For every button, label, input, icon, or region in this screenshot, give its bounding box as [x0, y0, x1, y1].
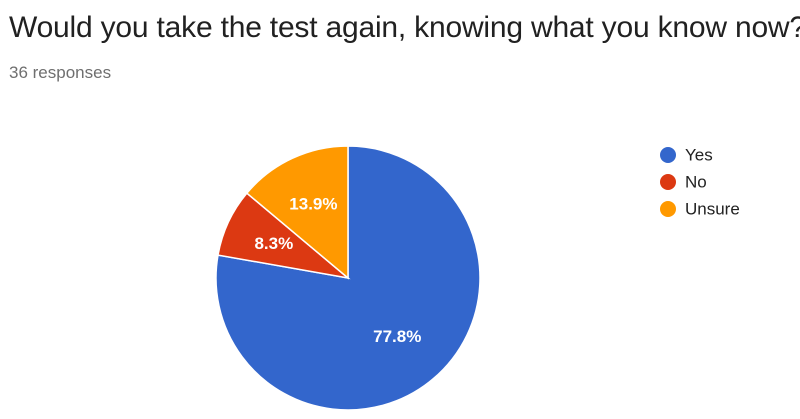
pie-slice-labels: 77.8% 8.3% 13.9%: [254, 194, 421, 346]
pie-slices: [215, 145, 481, 411]
response-count: 36 responses: [9, 63, 112, 82]
legend-swatch-unsure: [660, 201, 676, 217]
legend-label-yes: Yes: [685, 146, 713, 165]
legend: Yes No Unsure: [660, 146, 740, 219]
pie-slice-unsure[interactable]: [245, 145, 349, 280]
slice-label-yes: 77.8%: [373, 327, 421, 346]
legend-label-unsure: Unsure: [685, 200, 740, 219]
legend-swatch-yes: [660, 147, 676, 163]
legend-item-yes[interactable]: Yes: [660, 146, 713, 165]
legend-label-no: No: [685, 173, 707, 192]
slice-label-no: 8.3%: [254, 234, 293, 253]
question-title: Would you take the test again, knowing w…: [9, 11, 800, 44]
legend-item-unsure[interactable]: Unsure: [660, 200, 740, 219]
legend-swatch-no: [660, 174, 676, 190]
legend-item-no[interactable]: No: [660, 173, 707, 192]
slice-label-unsure: 13.9%: [289, 194, 337, 213]
